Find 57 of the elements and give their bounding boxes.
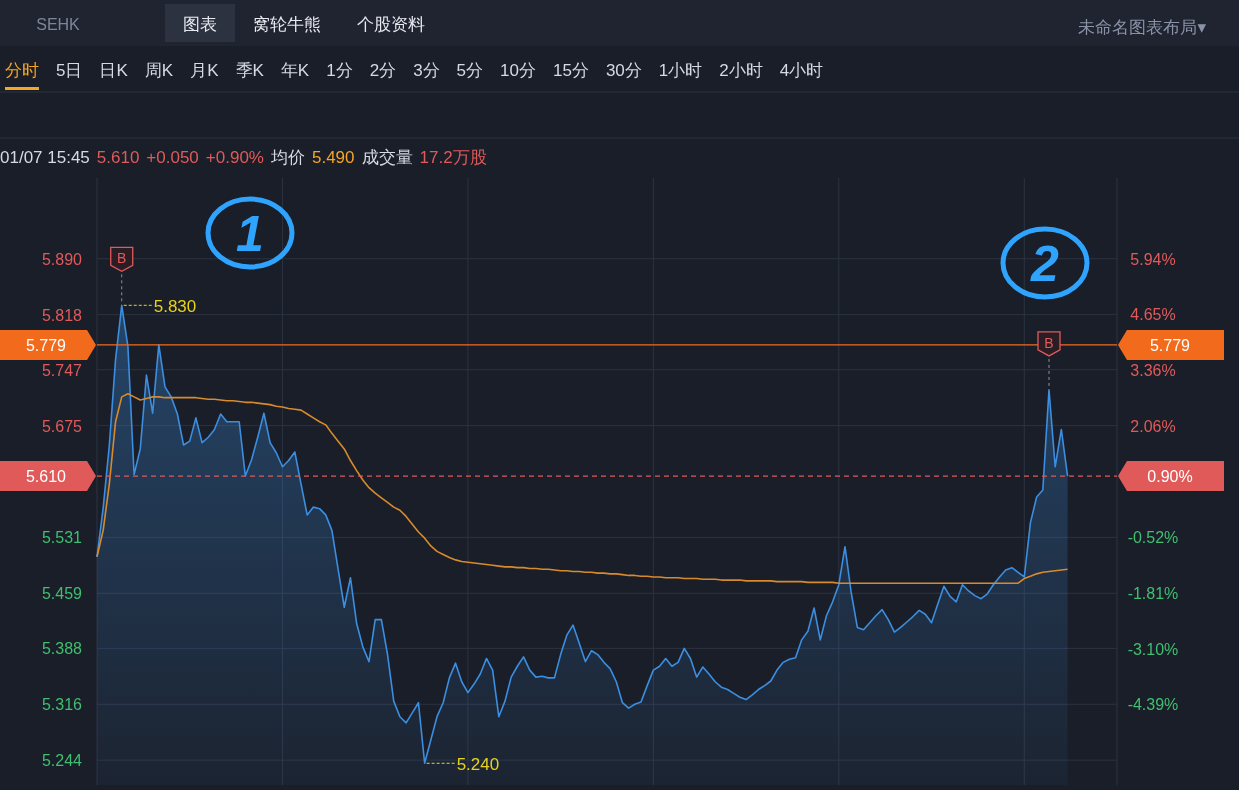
text: 2分 [369, 61, 397, 80]
text: +0.90% [205, 148, 264, 167]
text: 30分 [605, 61, 642, 80]
text: SEHK [36, 16, 81, 33]
y2-tick-label: -0.52% [1127, 529, 1179, 547]
y-tick-label: 5.818 [41, 306, 83, 324]
ref-line-label: 5.779 [25, 336, 67, 354]
text: 分时 [5, 61, 39, 80]
text: 5.610 [96, 148, 140, 167]
y-tick-label: 5.890 [41, 250, 83, 268]
annotation: 2 [1030, 236, 1060, 292]
annotation: 5.830 [153, 297, 197, 317]
text: 周K [144, 61, 174, 80]
text: +0.050 [146, 148, 199, 167]
text: 15分 [552, 61, 589, 80]
ref-line-label: 5.610 [25, 468, 67, 486]
y2-tick-label: 2.06% [1130, 418, 1176, 436]
y2-tick-label: 3.36% [1130, 361, 1176, 379]
annotation: B [1044, 334, 1054, 351]
y2-tick-label: 4.65% [1130, 306, 1176, 324]
text: 季K [235, 61, 265, 80]
y2-tick-label: -3.10% [1127, 640, 1179, 658]
text: 图表 [183, 15, 217, 34]
y2-tick-label: 5.94% [1130, 250, 1176, 268]
text: 窝轮牛熊 [253, 15, 321, 34]
text: 10分 [500, 61, 536, 80]
y-tick-label: 5.747 [41, 361, 83, 379]
y-tick-label: 5.388 [41, 640, 83, 658]
y2-tick-label: -4.39% [1127, 696, 1179, 714]
text: 月K [190, 61, 220, 80]
y2-tick-label: -1.81% [1127, 585, 1179, 603]
text: 3分 [413, 61, 440, 80]
text: 成交量 [361, 148, 413, 167]
text: 个股资料 [357, 15, 425, 34]
y-tick-label: 5.316 [41, 696, 83, 714]
text: 5日 [56, 61, 83, 80]
annotation: 5.240 [456, 755, 500, 775]
text: 5.490 [311, 148, 355, 167]
y-tick-label: 5.531 [41, 529, 83, 547]
y-tick-label: 5.244 [41, 752, 83, 770]
text: 01/07 15:45 [0, 148, 90, 167]
annotation: 1 [236, 206, 264, 262]
text: 未命名图表布局▾ [1078, 18, 1207, 37]
text: 均价 [269, 148, 305, 167]
text: 1小时 [658, 61, 703, 80]
text: 17.2万股 [419, 148, 487, 167]
text: 2小时 [719, 61, 763, 80]
text: 年K [280, 61, 310, 80]
text: 0.90% [1147, 468, 1193, 486]
y-tick-label: 5.459 [41, 585, 83, 603]
text: 日K [99, 61, 129, 80]
text: 1分 [326, 61, 353, 80]
annotation: B [117, 250, 127, 267]
text: 4小时 [779, 61, 824, 80]
text: 5.779 [1149, 336, 1191, 354]
y-tick-label: 5.675 [41, 417, 83, 435]
text: 5分 [456, 61, 484, 80]
